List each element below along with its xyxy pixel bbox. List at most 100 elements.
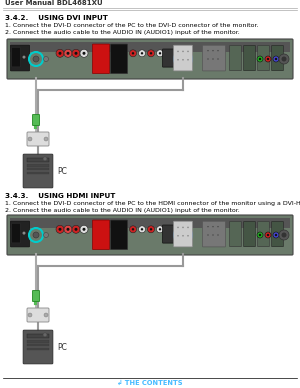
Circle shape	[44, 57, 49, 62]
FancyBboxPatch shape	[244, 45, 255, 71]
Circle shape	[283, 234, 285, 236]
Circle shape	[22, 55, 26, 59]
Circle shape	[281, 57, 286, 62]
FancyBboxPatch shape	[12, 223, 20, 243]
FancyBboxPatch shape	[12, 47, 20, 67]
FancyBboxPatch shape	[23, 154, 53, 188]
Circle shape	[217, 58, 219, 60]
Circle shape	[82, 228, 85, 231]
FancyBboxPatch shape	[7, 39, 293, 79]
Circle shape	[33, 232, 39, 238]
Circle shape	[177, 59, 179, 61]
Circle shape	[257, 232, 263, 238]
FancyBboxPatch shape	[27, 308, 49, 322]
Circle shape	[267, 58, 269, 60]
Circle shape	[265, 56, 271, 62]
Circle shape	[64, 49, 72, 57]
Circle shape	[43, 333, 47, 337]
Circle shape	[33, 56, 39, 62]
FancyBboxPatch shape	[173, 221, 193, 247]
FancyBboxPatch shape	[230, 45, 241, 71]
Circle shape	[58, 52, 61, 55]
Circle shape	[207, 50, 209, 51]
FancyBboxPatch shape	[23, 330, 53, 364]
Circle shape	[56, 49, 64, 57]
FancyBboxPatch shape	[163, 225, 182, 243]
Circle shape	[187, 227, 189, 228]
Bar	[27, 171, 49, 174]
Circle shape	[279, 54, 289, 64]
Circle shape	[265, 232, 271, 238]
Text: PC: PC	[57, 343, 67, 352]
Circle shape	[139, 50, 145, 57]
Circle shape	[139, 226, 145, 233]
Circle shape	[182, 227, 184, 228]
FancyBboxPatch shape	[110, 44, 127, 74]
Bar	[27, 334, 49, 338]
Circle shape	[64, 225, 72, 233]
Circle shape	[259, 234, 261, 236]
FancyBboxPatch shape	[110, 220, 127, 249]
Circle shape	[182, 59, 184, 61]
Circle shape	[82, 52, 85, 55]
Circle shape	[130, 226, 136, 233]
FancyBboxPatch shape	[202, 45, 226, 71]
Circle shape	[187, 235, 189, 237]
Circle shape	[177, 235, 179, 237]
Circle shape	[74, 228, 77, 231]
Circle shape	[281, 232, 286, 237]
Bar	[27, 348, 49, 350]
Circle shape	[283, 58, 285, 60]
Circle shape	[44, 313, 48, 317]
Circle shape	[281, 56, 287, 62]
Text: 2. Connect the audio cable to the AUDIO IN (AUDIO1) input of the monitor.: 2. Connect the audio cable to the AUDIO …	[5, 30, 240, 35]
Circle shape	[212, 58, 214, 60]
Circle shape	[22, 232, 26, 235]
Circle shape	[148, 50, 154, 57]
Circle shape	[187, 50, 189, 52]
FancyBboxPatch shape	[32, 114, 40, 125]
Bar	[27, 168, 49, 170]
Circle shape	[207, 226, 209, 227]
Circle shape	[150, 52, 152, 54]
Circle shape	[267, 234, 269, 236]
Circle shape	[212, 226, 214, 227]
Circle shape	[132, 52, 134, 54]
Circle shape	[44, 137, 48, 141]
FancyBboxPatch shape	[32, 291, 40, 301]
Text: PC: PC	[57, 166, 67, 175]
Circle shape	[67, 228, 70, 231]
Text: ↲ THE CONTENTS: ↲ THE CONTENTS	[117, 380, 183, 386]
Circle shape	[279, 230, 289, 240]
Bar	[27, 344, 49, 346]
Circle shape	[182, 235, 184, 237]
FancyBboxPatch shape	[258, 222, 269, 247]
Text: 1. Connect the DVI-D connector of the PC to the HDMI connector of the monitor us: 1. Connect the DVI-D connector of the PC…	[5, 201, 300, 206]
Circle shape	[43, 157, 47, 161]
Circle shape	[217, 234, 219, 236]
Circle shape	[56, 225, 64, 233]
FancyBboxPatch shape	[27, 132, 49, 146]
Circle shape	[28, 137, 32, 141]
FancyBboxPatch shape	[163, 49, 182, 67]
Bar	[10, 218, 290, 227]
FancyBboxPatch shape	[202, 221, 226, 247]
Text: 2. Connect the audio cable to the AUDIO IN (AUDIO1) input of the monitor.: 2. Connect the audio cable to the AUDIO …	[5, 208, 240, 213]
Circle shape	[58, 228, 61, 231]
Circle shape	[275, 234, 277, 236]
FancyBboxPatch shape	[258, 45, 269, 71]
Circle shape	[182, 50, 184, 52]
Circle shape	[74, 52, 77, 55]
Circle shape	[207, 58, 209, 60]
Circle shape	[187, 59, 189, 61]
FancyBboxPatch shape	[92, 44, 110, 74]
Circle shape	[157, 50, 164, 57]
Circle shape	[217, 226, 219, 227]
Circle shape	[80, 225, 88, 233]
Circle shape	[157, 226, 164, 233]
Circle shape	[257, 56, 263, 62]
Text: 3.4.3.    USING HDMI INPUT: 3.4.3. USING HDMI INPUT	[5, 193, 115, 199]
Bar	[10, 42, 290, 52]
FancyBboxPatch shape	[272, 222, 283, 247]
Circle shape	[212, 50, 214, 51]
